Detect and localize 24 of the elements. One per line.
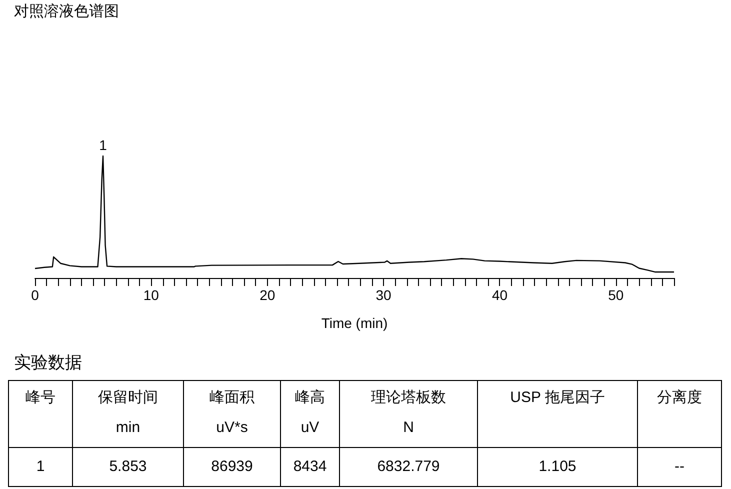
text: 实验数据 — [14, 352, 82, 374]
x-tick-label: 0 — [31, 287, 40, 303]
x-tick-label: 20 — [260, 287, 276, 303]
text: 5.853 — [72, 448, 184, 486]
text: 峰高 uV — [280, 380, 340, 448]
text: 峰面积 uV*s — [184, 380, 280, 448]
x-axis-title: Time (min) — [321, 315, 388, 331]
x-tick-label: 30 — [376, 287, 392, 303]
text: 86939 — [184, 448, 280, 486]
text: 1 — [8, 448, 72, 486]
x-tick-label: 10 — [143, 287, 160, 303]
text: 1.105 — [478, 448, 638, 486]
text: 保留时间 min — [72, 380, 184, 448]
text: 6832.779 — [340, 448, 478, 486]
x-tick-label: 50 — [608, 287, 624, 303]
x-tick-label: 40 — [492, 287, 508, 303]
text: -- — [638, 448, 722, 486]
text: 分离度 — [638, 380, 722, 448]
text: 8434 — [280, 448, 340, 486]
text: USP 拖尾因子 — [478, 380, 638, 448]
text: 理论塔板数 N — [340, 380, 478, 448]
chart-title: 对照溶液色谱图 — [14, 2, 119, 21]
text: 峰号 — [8, 380, 72, 448]
annotation: 1 — [99, 137, 108, 153]
